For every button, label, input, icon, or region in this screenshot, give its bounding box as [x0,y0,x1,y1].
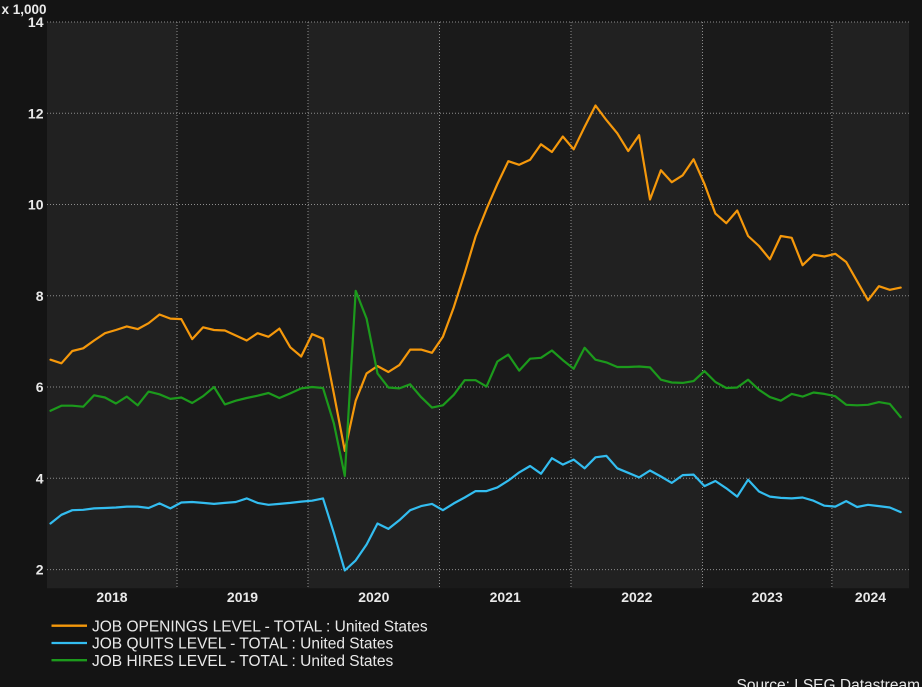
svg-text:2023: 2023 [752,589,783,605]
svg-text:12: 12 [28,105,44,121]
svg-text:Source: LSEG Datastream: Source: LSEG Datastream [737,677,921,687]
svg-text:2024: 2024 [855,589,886,605]
svg-text:JOB OPENINGS LEVEL - TOTAL : U: JOB OPENINGS LEVEL - TOTAL : United Stat… [92,618,428,635]
svg-text:2: 2 [36,562,44,578]
svg-text:JOB QUITS LEVEL - TOTAL : Unit: JOB QUITS LEVEL - TOTAL : United States [92,636,393,653]
svg-text:2018: 2018 [96,589,127,605]
svg-text:2019: 2019 [227,589,258,605]
svg-text:2021: 2021 [490,589,521,605]
svg-text:JOB HIRES LEVEL - TOTAL : Unit: JOB HIRES LEVEL - TOTAL : United States [92,653,393,670]
svg-text:8: 8 [36,288,44,304]
svg-text:2022: 2022 [621,589,652,605]
svg-text:4: 4 [36,470,44,486]
svg-text:10: 10 [28,197,44,213]
svg-text:14: 14 [28,14,44,30]
svg-text:6: 6 [36,379,44,395]
svg-text:2020: 2020 [358,589,389,605]
svg-text:x 1,000: x 1,000 [2,2,47,17]
